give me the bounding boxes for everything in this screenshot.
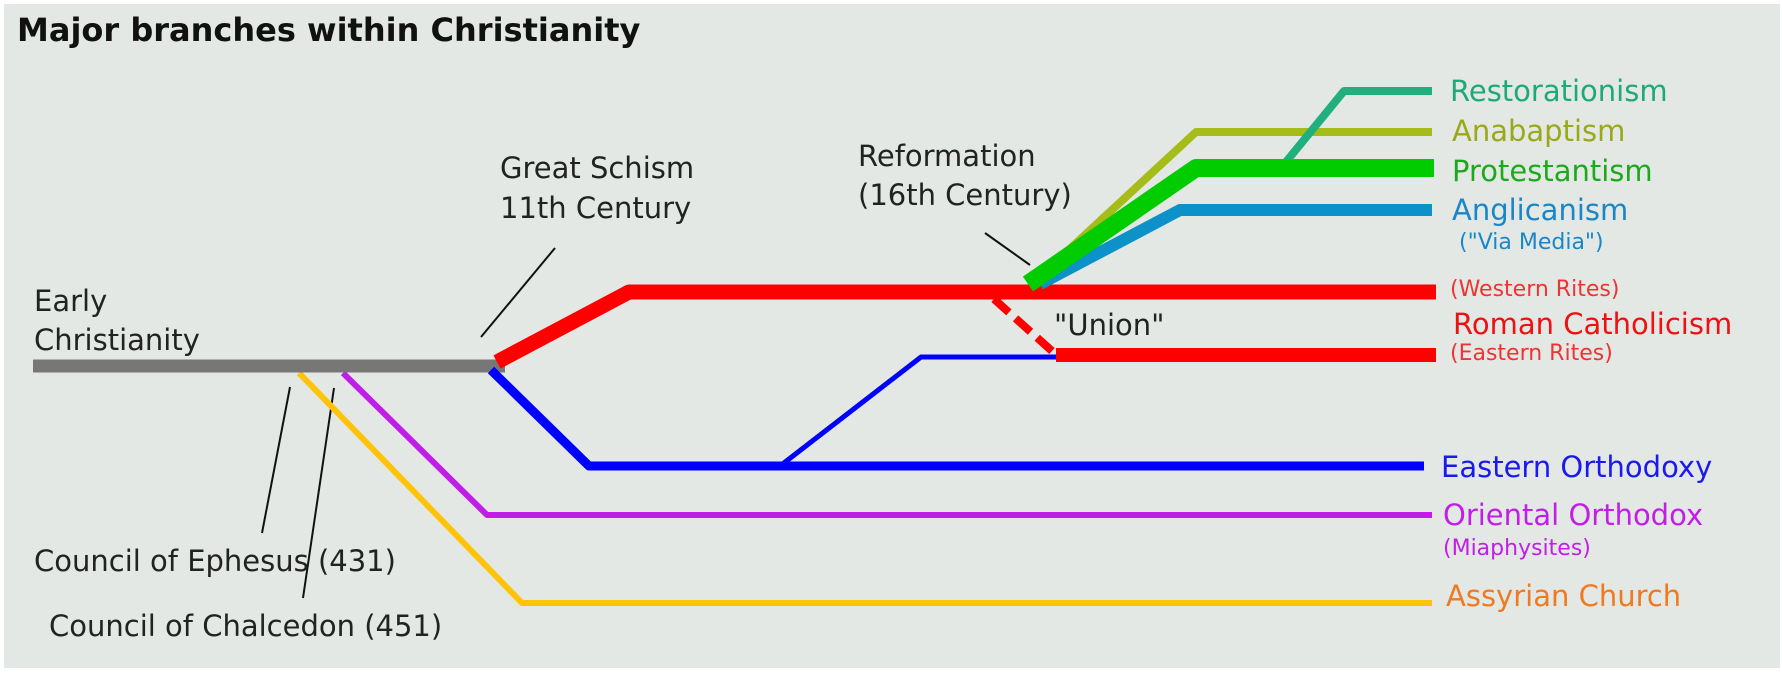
early-christianity-label-line2: Christianity — [34, 323, 200, 357]
eastern-orthodoxy-line — [487, 366, 1424, 471]
great-schism-label-line1: Great Schism — [500, 151, 695, 185]
reformation-label-line1: Reformation — [858, 139, 1036, 173]
assyrian-church-line — [296, 370, 1432, 606]
eastern-orthodoxy-label: Eastern Orthodoxy — [1441, 450, 1713, 484]
restorationism-line — [1277, 87, 1432, 171]
uniate-branch-line — [778, 354, 1057, 468]
council-of-ephesus-label: Council of Ephesus (431) — [34, 544, 396, 578]
eastern-rites-label: (Eastern Rites) — [1450, 341, 1613, 366]
protestantism-line — [1022, 159, 1434, 292]
early-christianity-label-line1: Early — [34, 284, 108, 318]
ephesus-pointer — [261, 386, 291, 534]
protestantism-label: Protestantism — [1452, 154, 1653, 188]
diagram-title: Major branches within Christianity — [17, 11, 641, 49]
union-dashed-line — [991, 296, 1055, 354]
oriental-orthodox-line — [340, 370, 1432, 518]
oriental-orthodox-sublabel: (Miaphysites) — [1443, 536, 1591, 561]
anglicanism-line — [1037, 204, 1432, 290]
great-schism-label-line2: 11th Century — [500, 191, 692, 225]
schism-pointer — [480, 247, 556, 338]
chalcedon-pointer — [302, 387, 335, 599]
council-of-chalcedon-label: Council of Chalcedon (451) — [49, 609, 443, 643]
roman-catholicism-label: Roman Catholicism — [1453, 307, 1733, 341]
oriental-orthodox-label: Oriental Orthodox — [1443, 498, 1704, 532]
anglicanism-sublabel: ("Via Media") — [1459, 230, 1604, 255]
union-label: "Union" — [1054, 308, 1165, 342]
restorationism-label: Restorationism — [1450, 74, 1668, 108]
diagram-background — [4, 4, 1780, 668]
roman-catholic-line — [493, 284, 1436, 369]
reformation-label-line2: (16th Century) — [858, 178, 1072, 212]
anabaptism-label: Anabaptism — [1452, 114, 1626, 148]
assyrian-church-label: Assyrian Church — [1446, 579, 1682, 613]
western-rites-label: (Western Rites) — [1450, 277, 1620, 302]
reformation-pointer — [984, 232, 1031, 266]
anglicanism-label: Anglicanism — [1452, 193, 1629, 227]
